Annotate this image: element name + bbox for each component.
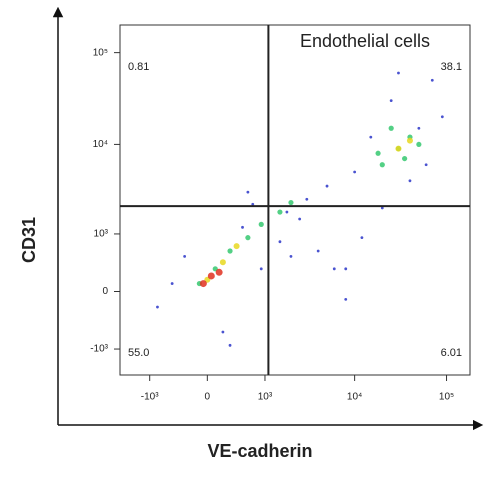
x-tick-label: 10⁴ bbox=[347, 392, 362, 403]
point bbox=[221, 330, 225, 334]
point bbox=[245, 235, 251, 241]
point bbox=[417, 126, 421, 130]
quadrant-percent: 0.81 bbox=[128, 61, 149, 73]
point bbox=[440, 115, 444, 119]
y-tick-label: 10⁴ bbox=[93, 139, 108, 150]
point bbox=[277, 209, 283, 215]
point bbox=[406, 137, 413, 144]
quadrant-percent: 38.1 bbox=[441, 61, 462, 73]
point bbox=[388, 125, 394, 131]
point bbox=[288, 199, 294, 206]
point bbox=[258, 221, 264, 227]
point bbox=[199, 280, 207, 288]
point bbox=[219, 259, 226, 266]
x-tick-label: 10⁵ bbox=[439, 392, 454, 403]
point bbox=[207, 272, 215, 280]
point bbox=[424, 163, 428, 167]
point bbox=[360, 236, 364, 240]
point bbox=[316, 249, 320, 253]
point bbox=[325, 184, 329, 188]
point bbox=[416, 141, 422, 148]
plot-frame bbox=[119, 24, 471, 376]
point bbox=[246, 190, 250, 194]
x-axis-label: VE-cadherin bbox=[207, 441, 312, 461]
point bbox=[332, 267, 336, 271]
point bbox=[298, 217, 302, 221]
point bbox=[183, 254, 187, 258]
point bbox=[397, 71, 400, 75]
point bbox=[344, 298, 348, 301]
point bbox=[241, 225, 244, 229]
point bbox=[259, 267, 263, 271]
quadrant-percent: 55.0 bbox=[128, 347, 149, 359]
point bbox=[170, 282, 174, 285]
y-tick-label: 10⁵ bbox=[93, 47, 108, 58]
point bbox=[353, 170, 357, 174]
annotation-title: Endothelial cells bbox=[300, 31, 430, 51]
point bbox=[233, 243, 240, 250]
point bbox=[380, 206, 384, 210]
point bbox=[227, 248, 233, 254]
point bbox=[408, 179, 412, 183]
point bbox=[430, 78, 434, 82]
point bbox=[375, 150, 381, 156]
point bbox=[156, 305, 159, 309]
x-tick-label: -10³ bbox=[141, 392, 159, 403]
point bbox=[402, 155, 408, 162]
point bbox=[285, 210, 289, 214]
x-tick-label: 0 bbox=[205, 392, 211, 403]
y-tick-label: 10³ bbox=[94, 229, 109, 240]
point bbox=[305, 197, 309, 201]
point bbox=[379, 162, 385, 168]
point bbox=[228, 343, 232, 347]
point bbox=[215, 268, 223, 276]
y-tick-label: -10³ bbox=[90, 344, 108, 355]
x-tick-label: 10³ bbox=[258, 392, 273, 403]
point bbox=[344, 267, 348, 271]
point bbox=[278, 240, 282, 244]
point bbox=[251, 202, 255, 206]
y-axis-label: CD31 bbox=[19, 217, 39, 263]
point bbox=[289, 254, 293, 258]
point bbox=[395, 145, 402, 152]
quadrant-percent: 6.01 bbox=[441, 347, 462, 359]
point bbox=[369, 135, 373, 139]
point bbox=[389, 99, 393, 103]
y-tick-label: 0 bbox=[102, 286, 108, 297]
